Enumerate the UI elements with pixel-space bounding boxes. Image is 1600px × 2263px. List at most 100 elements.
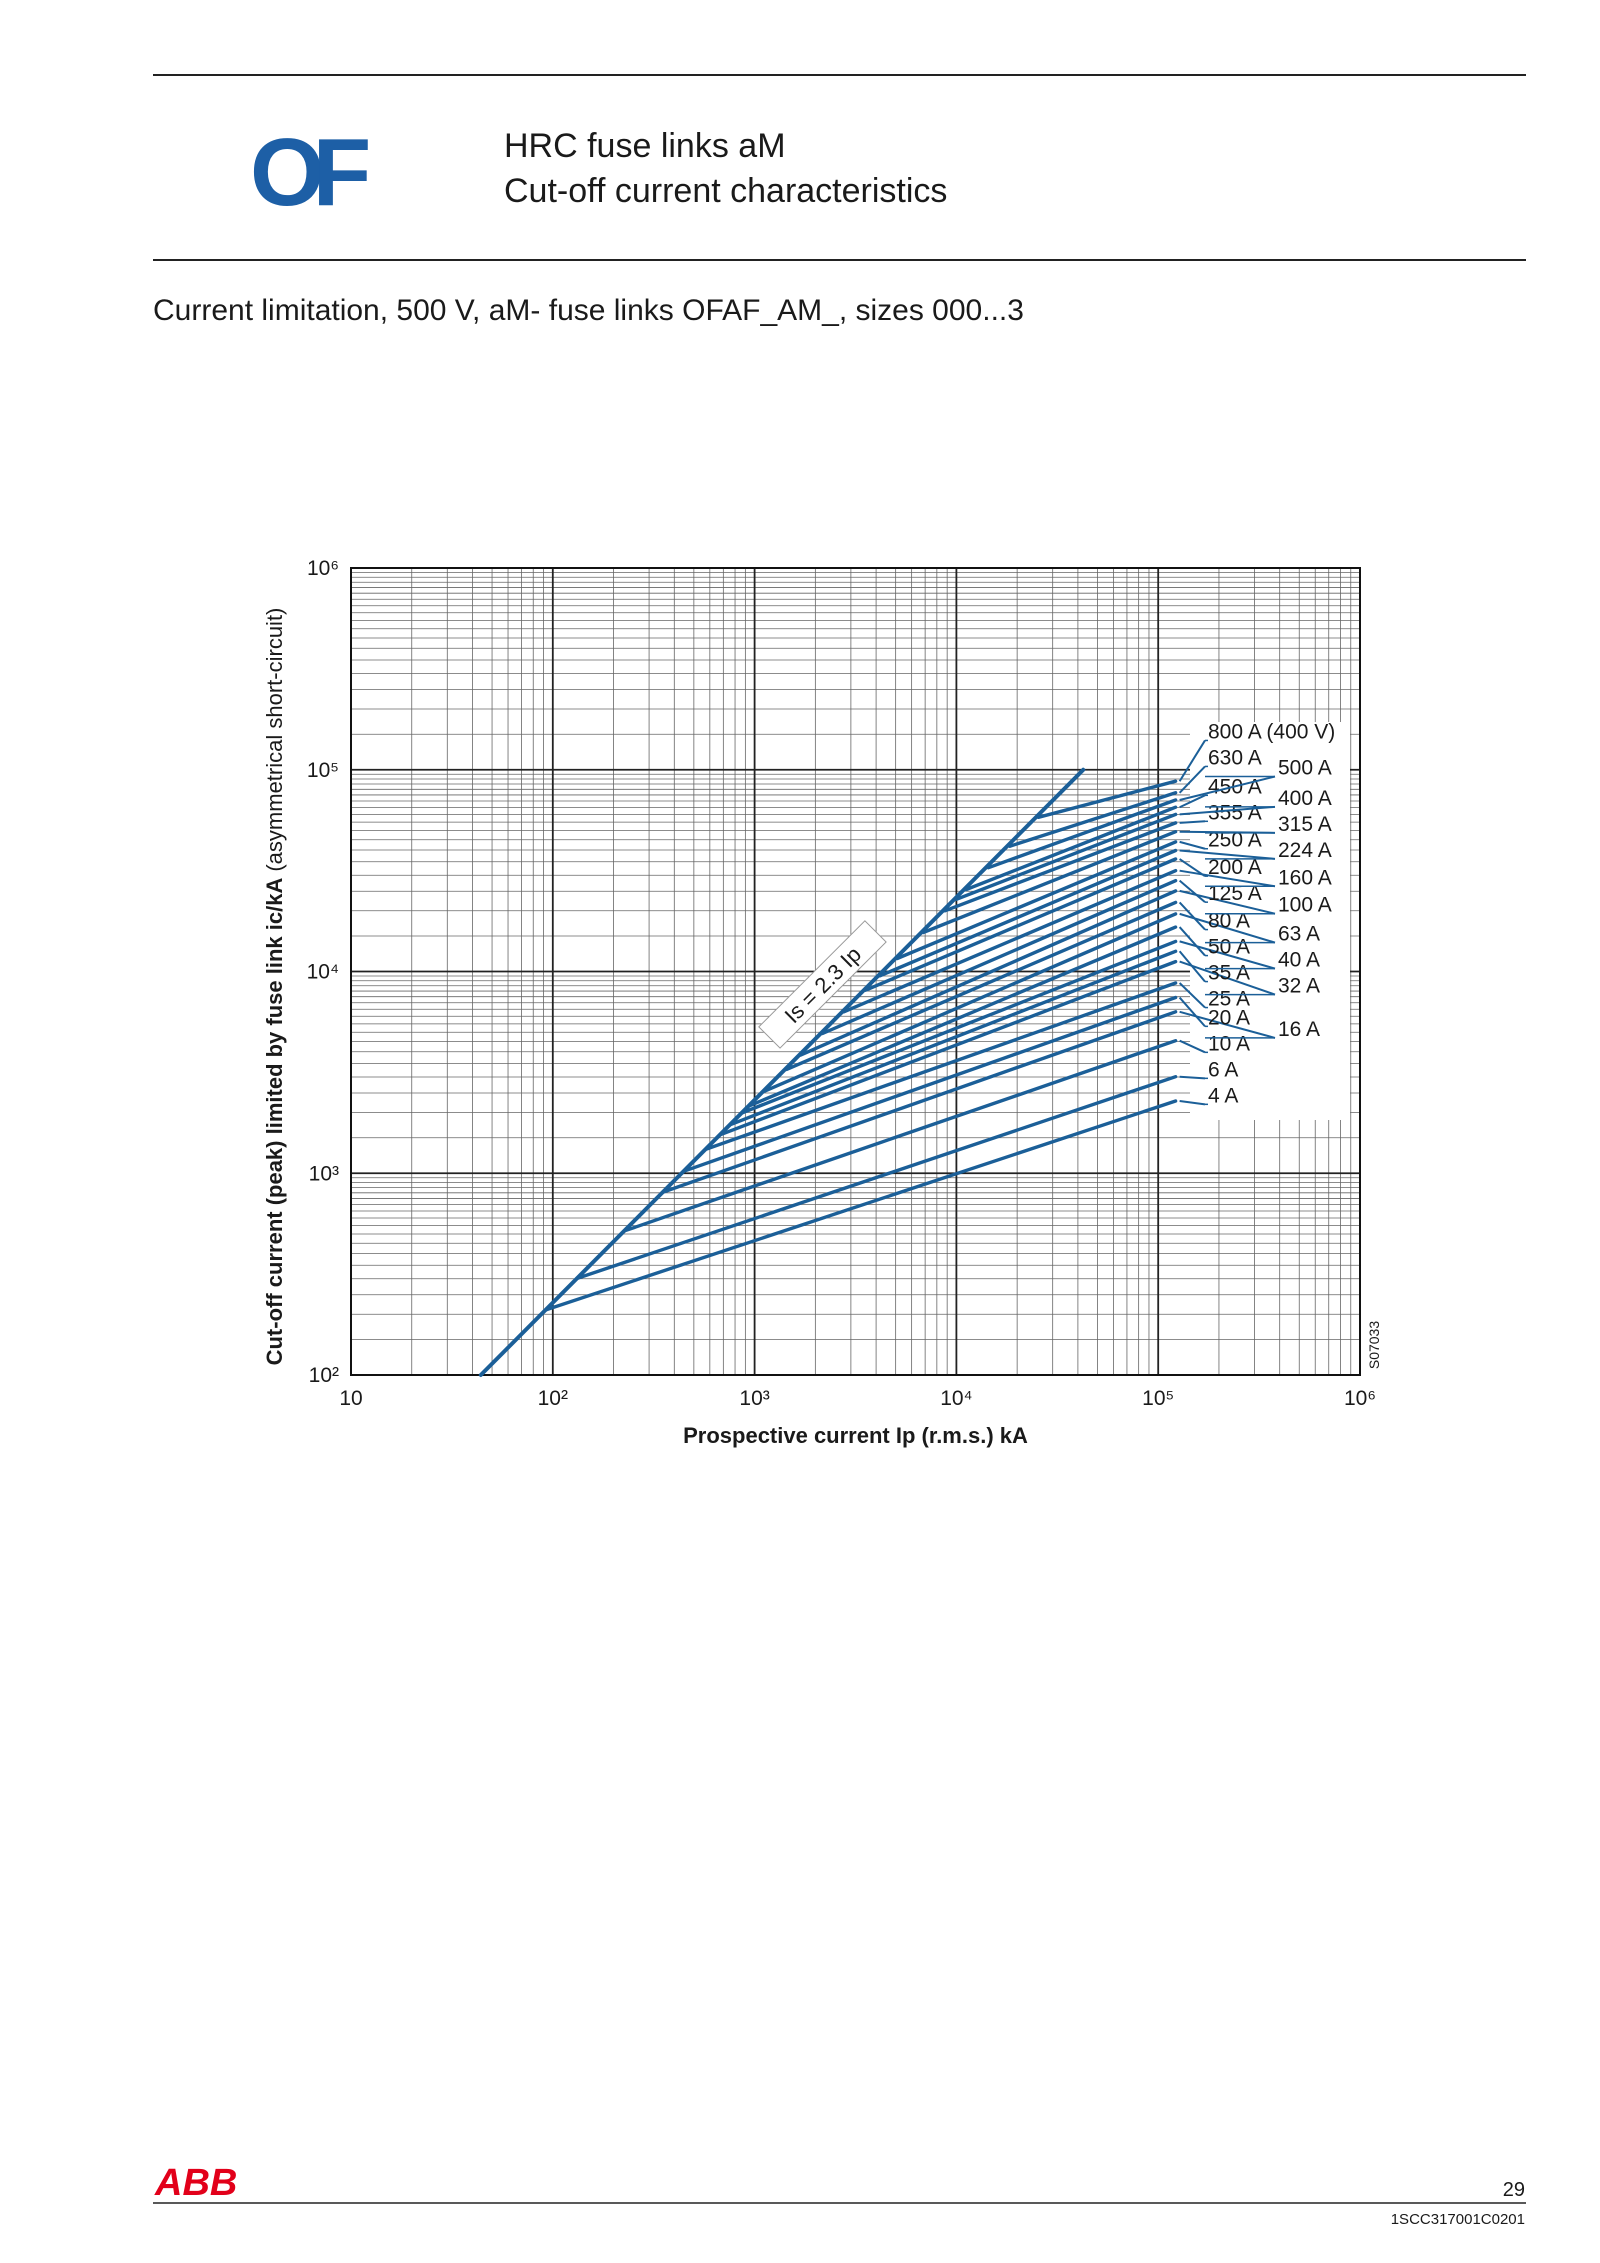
fuse-line — [683, 995, 1178, 1173]
leader-line — [1178, 739, 1206, 782]
leader-line — [1179, 869, 1276, 888]
y-axis-label-note: (asymmetrical short-circuit) — [262, 608, 287, 872]
legend-label: 10 A — [1208, 1032, 1250, 1055]
legend-label: 50 A — [1208, 936, 1250, 959]
legend-label: 250 A — [1208, 829, 1262, 852]
fuse-line — [662, 1010, 1178, 1194]
legend-label: 100 A — [1278, 894, 1332, 917]
fuse-line — [623, 1039, 1178, 1233]
x-tick-label: 10⁴ — [940, 1387, 972, 1410]
x-tick-label: 10² — [538, 1387, 568, 1410]
brand-logo: OF — [250, 119, 369, 226]
legend-label: 400 A — [1278, 787, 1332, 810]
fuse-line — [895, 840, 1178, 961]
leader-line — [1179, 960, 1276, 996]
x-axis-label: Prospective current Ip (r.m.s.) kA — [683, 1423, 1028, 1448]
legend-label: 224 A — [1278, 839, 1332, 862]
page-number: 29 — [1503, 2179, 1525, 2201]
y-tick-label: 10⁴ — [307, 961, 339, 984]
legend-label: 125 A — [1208, 882, 1262, 905]
legend-label: 20 A — [1208, 1006, 1250, 1029]
legend-label: 800 A (400 V) — [1208, 720, 1335, 743]
y-tick-label: 10⁵ — [307, 759, 339, 782]
y-axis-label: Cut-off current (peak) limited by fuse l… — [262, 608, 287, 1366]
leader-line — [1179, 849, 1276, 860]
figure-code: S07033 — [1366, 1321, 1382, 1369]
abb-logo: ABB — [154, 2162, 237, 2204]
leader-line — [1179, 775, 1276, 801]
leader-line — [1179, 1100, 1206, 1106]
fuse-line — [820, 879, 1178, 1036]
fuse-line — [741, 939, 1178, 1115]
leader-line — [1178, 901, 1206, 931]
fuse-line — [1008, 791, 1178, 848]
envelope-line — [478, 767, 1086, 1377]
leader-line — [1179, 820, 1206, 824]
y-axis-label-main: Cut-off current (peak) limited by fuse l… — [262, 878, 287, 1366]
fuse-line — [575, 1075, 1178, 1281]
plot-frame — [350, 567, 1361, 1376]
y-tick-label: 10³ — [309, 1162, 339, 1185]
fuse-line — [705, 981, 1178, 1151]
annotation-bg — [758, 920, 887, 1049]
fuse-line — [878, 848, 1178, 978]
leader-line — [1179, 1075, 1206, 1080]
leader-line — [1178, 879, 1206, 903]
legend-box — [1190, 722, 1350, 1120]
fuse-line — [842, 869, 1178, 1014]
fuse-line — [921, 830, 1178, 935]
legend-label: 80 A — [1208, 910, 1250, 933]
legend-label: 4 A — [1208, 1084, 1238, 1107]
leader-line — [1179, 1039, 1206, 1054]
leader-line — [1179, 794, 1206, 809]
y-tick-label: 10⁶ — [307, 557, 339, 580]
x-tick-label: 10 — [339, 1387, 362, 1410]
subtitle: Current limitation, 500 V, aM- fuse link… — [153, 294, 1024, 327]
leader-line — [1179, 840, 1206, 850]
legend-label: 35 A — [1208, 962, 1250, 985]
title-line: Cut-off current characteristics — [504, 172, 947, 210]
fuse-line — [762, 912, 1178, 1093]
doc-code: 1SCC317001C0201 — [1391, 2211, 1525, 2228]
legend-label: 200 A — [1208, 856, 1262, 879]
legend-label: 40 A — [1278, 949, 1320, 972]
fuse-line — [784, 900, 1178, 1072]
fuse-line — [863, 857, 1178, 992]
legend-label: 630 A — [1208, 746, 1262, 769]
leader-line — [1178, 950, 1206, 983]
fuse-line — [748, 925, 1178, 1108]
legend-label: 63 A — [1278, 923, 1320, 946]
x-tick-label: 10⁶ — [1344, 1387, 1376, 1410]
x-tick-label: 10⁵ — [1142, 1387, 1174, 1410]
x-tick-label: 10³ — [739, 1387, 769, 1410]
fuse-line — [729, 949, 1178, 1126]
fuse-line — [1036, 779, 1178, 819]
fuse-line — [543, 1099, 1178, 1312]
legend-label: 6 A — [1208, 1058, 1238, 1081]
leader-line — [1178, 996, 1206, 1028]
fuse-line — [986, 798, 1178, 870]
fuse-line — [954, 812, 1178, 901]
title-line: HRC fuse links aM — [504, 127, 786, 165]
leader-line — [1179, 805, 1276, 816]
leader-line — [1178, 765, 1206, 794]
fuse-line — [798, 889, 1178, 1057]
legend-label: 500 A — [1278, 757, 1332, 780]
legend-label: 32 A — [1278, 975, 1320, 998]
legend-label: 25 A — [1208, 988, 1250, 1011]
legend-label: 160 A — [1278, 866, 1332, 889]
fuse-line — [964, 805, 1178, 892]
leader-line — [1178, 982, 1206, 1009]
legend-label: 315 A — [1278, 813, 1332, 836]
legend-label: 16 A — [1278, 1018, 1320, 1041]
envelope-label: Is = 2.3 Ip — [780, 942, 866, 1028]
legend-label: 355 A — [1208, 801, 1262, 824]
leader-line — [1178, 926, 1206, 957]
fuse-line — [719, 959, 1178, 1136]
y-tick-label: 10² — [309, 1364, 339, 1387]
leader-line — [1179, 858, 1206, 878]
fuse-line — [943, 821, 1178, 913]
